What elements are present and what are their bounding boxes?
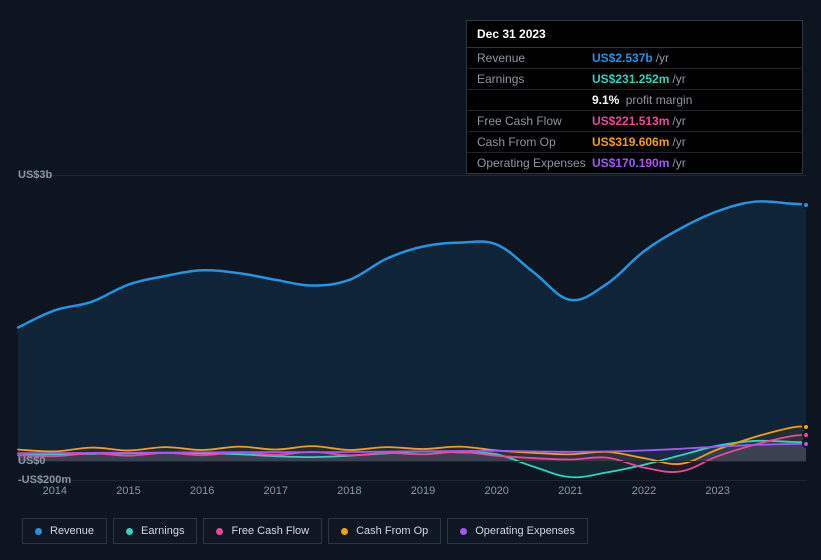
tooltip-row: Operating ExpensesUS$170.190m/yr xyxy=(467,153,802,173)
x-axis-label: 2016 xyxy=(190,485,214,497)
tooltip-row-label: Revenue xyxy=(477,51,592,65)
x-axis-labels: 2014 2015 2016 2017 2018 2019 2020 2021 2022 2023 xyxy=(18,485,806,499)
legend-dot-icon xyxy=(216,528,223,535)
y-axis-label: US$0 xyxy=(18,455,46,467)
legend-dot-icon xyxy=(341,528,348,535)
x-axis-label: 2015 xyxy=(116,485,140,497)
x-axis-label: 2019 xyxy=(411,485,435,497)
x-axis-label: 2023 xyxy=(705,485,729,497)
tooltip-row: RevenueUS$2.537b/yr xyxy=(467,48,802,69)
tooltip-subrow: 9.1% profit margin xyxy=(467,90,802,111)
tooltip-row-value: US$231.252m xyxy=(592,72,669,86)
legend-item[interactable]: Cash From Op xyxy=(328,518,441,544)
tooltip-row-unit: /yr xyxy=(656,51,669,65)
legend-item[interactable]: Earnings xyxy=(113,518,197,544)
tooltip-sub-text: profit margin xyxy=(622,93,692,107)
y-axis-label: -US$200m xyxy=(18,474,71,486)
legend-label: Revenue xyxy=(50,525,94,537)
legend-item[interactable]: Revenue xyxy=(22,518,107,544)
tooltip-row-label: Operating Expenses xyxy=(477,156,592,170)
tooltip-row-value: US$170.190m xyxy=(592,156,669,170)
legend-item[interactable]: Free Cash Flow xyxy=(203,518,322,544)
gridline xyxy=(18,480,806,481)
tooltip-row: Free Cash FlowUS$221.513m/yr xyxy=(467,111,802,132)
legend-label: Cash From Op xyxy=(356,525,428,537)
legend-dot-icon xyxy=(35,528,42,535)
tooltip-row-label: Free Cash Flow xyxy=(477,114,592,128)
legend-label: Operating Expenses xyxy=(475,525,575,537)
x-axis-label: 2017 xyxy=(264,485,288,497)
x-axis-label: 2022 xyxy=(632,485,656,497)
series-end-marker xyxy=(802,440,810,448)
chart-plot-area[interactable] xyxy=(18,175,806,480)
tooltip-row-unit: /yr xyxy=(672,114,685,128)
gridline xyxy=(18,461,806,462)
chart-tooltip: Dec 31 2023 RevenueUS$2.537b/yrEarningsU… xyxy=(466,20,803,174)
legend-dot-icon xyxy=(460,528,467,535)
series-end-marker xyxy=(802,201,810,209)
tooltip-sub-pct: 9.1% xyxy=(592,93,619,107)
tooltip-row-value: US$2.537b xyxy=(592,51,653,65)
legend-item[interactable]: Operating Expenses xyxy=(447,518,588,544)
tooltip-row-unit: /yr xyxy=(672,156,685,170)
chart-svg xyxy=(18,175,806,480)
legend-dot-icon xyxy=(126,528,133,535)
y-axis-label: US$3b xyxy=(18,169,52,181)
x-axis-label: 2014 xyxy=(43,485,67,497)
tooltip-row-label: Earnings xyxy=(477,72,592,86)
legend-label: Earnings xyxy=(141,525,184,537)
x-axis-label: 2021 xyxy=(558,485,582,497)
series-area xyxy=(18,201,806,461)
series-end-marker xyxy=(802,423,810,431)
tooltip-row-value: US$319.606m xyxy=(592,135,669,149)
x-axis-label: 2020 xyxy=(484,485,508,497)
tooltip-row-unit: /yr xyxy=(672,72,685,86)
chart-legend: Revenue Earnings Free Cash Flow Cash From O… xyxy=(22,518,588,544)
tooltip-row-unit: /yr xyxy=(672,135,685,149)
series-end-marker xyxy=(802,431,810,439)
tooltip-row: EarningsUS$231.252m/yr xyxy=(467,69,802,90)
x-axis-label: 2018 xyxy=(337,485,361,497)
gridline xyxy=(18,175,806,176)
tooltip-row-label: Cash From Op xyxy=(477,135,592,149)
tooltip-row-value: US$221.513m xyxy=(592,114,669,128)
tooltip-date: Dec 31 2023 xyxy=(467,21,802,48)
legend-label: Free Cash Flow xyxy=(231,525,309,537)
tooltip-row: Cash From OpUS$319.606m/yr xyxy=(467,132,802,153)
